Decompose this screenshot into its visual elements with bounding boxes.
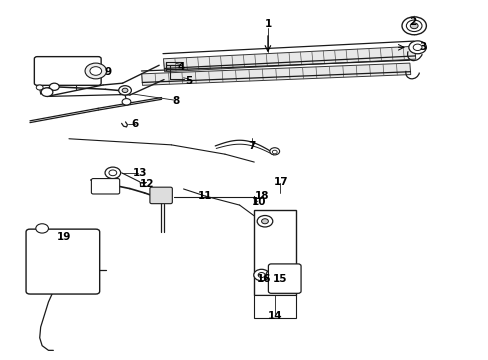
FancyBboxPatch shape (34, 57, 101, 85)
FancyBboxPatch shape (91, 179, 120, 194)
Text: 14: 14 (267, 311, 282, 321)
Polygon shape (142, 63, 410, 85)
Circle shape (109, 170, 117, 176)
Text: 19: 19 (57, 232, 71, 242)
Circle shape (119, 86, 131, 95)
Circle shape (408, 41, 426, 54)
Text: 16: 16 (256, 274, 271, 284)
Circle shape (269, 148, 279, 155)
FancyBboxPatch shape (268, 264, 301, 293)
Bar (254, 211, 295, 295)
FancyBboxPatch shape (150, 187, 172, 204)
Text: 12: 12 (140, 179, 154, 189)
Circle shape (36, 224, 48, 233)
Text: 9: 9 (104, 67, 111, 77)
Circle shape (253, 269, 269, 281)
Polygon shape (163, 46, 415, 72)
Text: 18: 18 (254, 191, 268, 201)
FancyBboxPatch shape (26, 229, 100, 294)
Circle shape (49, 83, 59, 90)
Circle shape (105, 167, 121, 179)
Circle shape (406, 20, 421, 32)
Bar (254, 295, 295, 318)
Circle shape (90, 67, 102, 75)
Text: 1: 1 (264, 19, 272, 29)
Circle shape (261, 219, 268, 224)
Text: 7: 7 (247, 141, 255, 151)
Circle shape (257, 216, 272, 227)
Circle shape (122, 88, 128, 93)
Circle shape (409, 23, 417, 29)
Text: 11: 11 (198, 191, 212, 201)
Circle shape (41, 88, 53, 96)
Circle shape (401, 17, 426, 35)
Circle shape (36, 85, 43, 90)
Text: 15: 15 (272, 274, 286, 284)
Text: 4: 4 (177, 62, 184, 72)
Circle shape (258, 273, 264, 278)
Text: 2: 2 (408, 17, 415, 27)
Text: 6: 6 (131, 120, 138, 129)
Text: 8: 8 (172, 96, 180, 106)
Circle shape (85, 63, 106, 79)
Circle shape (272, 150, 277, 154)
Text: 13: 13 (132, 168, 146, 178)
Text: 5: 5 (184, 76, 192, 86)
Circle shape (265, 269, 281, 281)
Circle shape (270, 273, 277, 278)
Text: 3: 3 (418, 42, 425, 52)
Text: 10: 10 (251, 197, 266, 207)
Circle shape (412, 44, 421, 50)
Text: 17: 17 (273, 177, 288, 187)
Circle shape (122, 99, 131, 105)
